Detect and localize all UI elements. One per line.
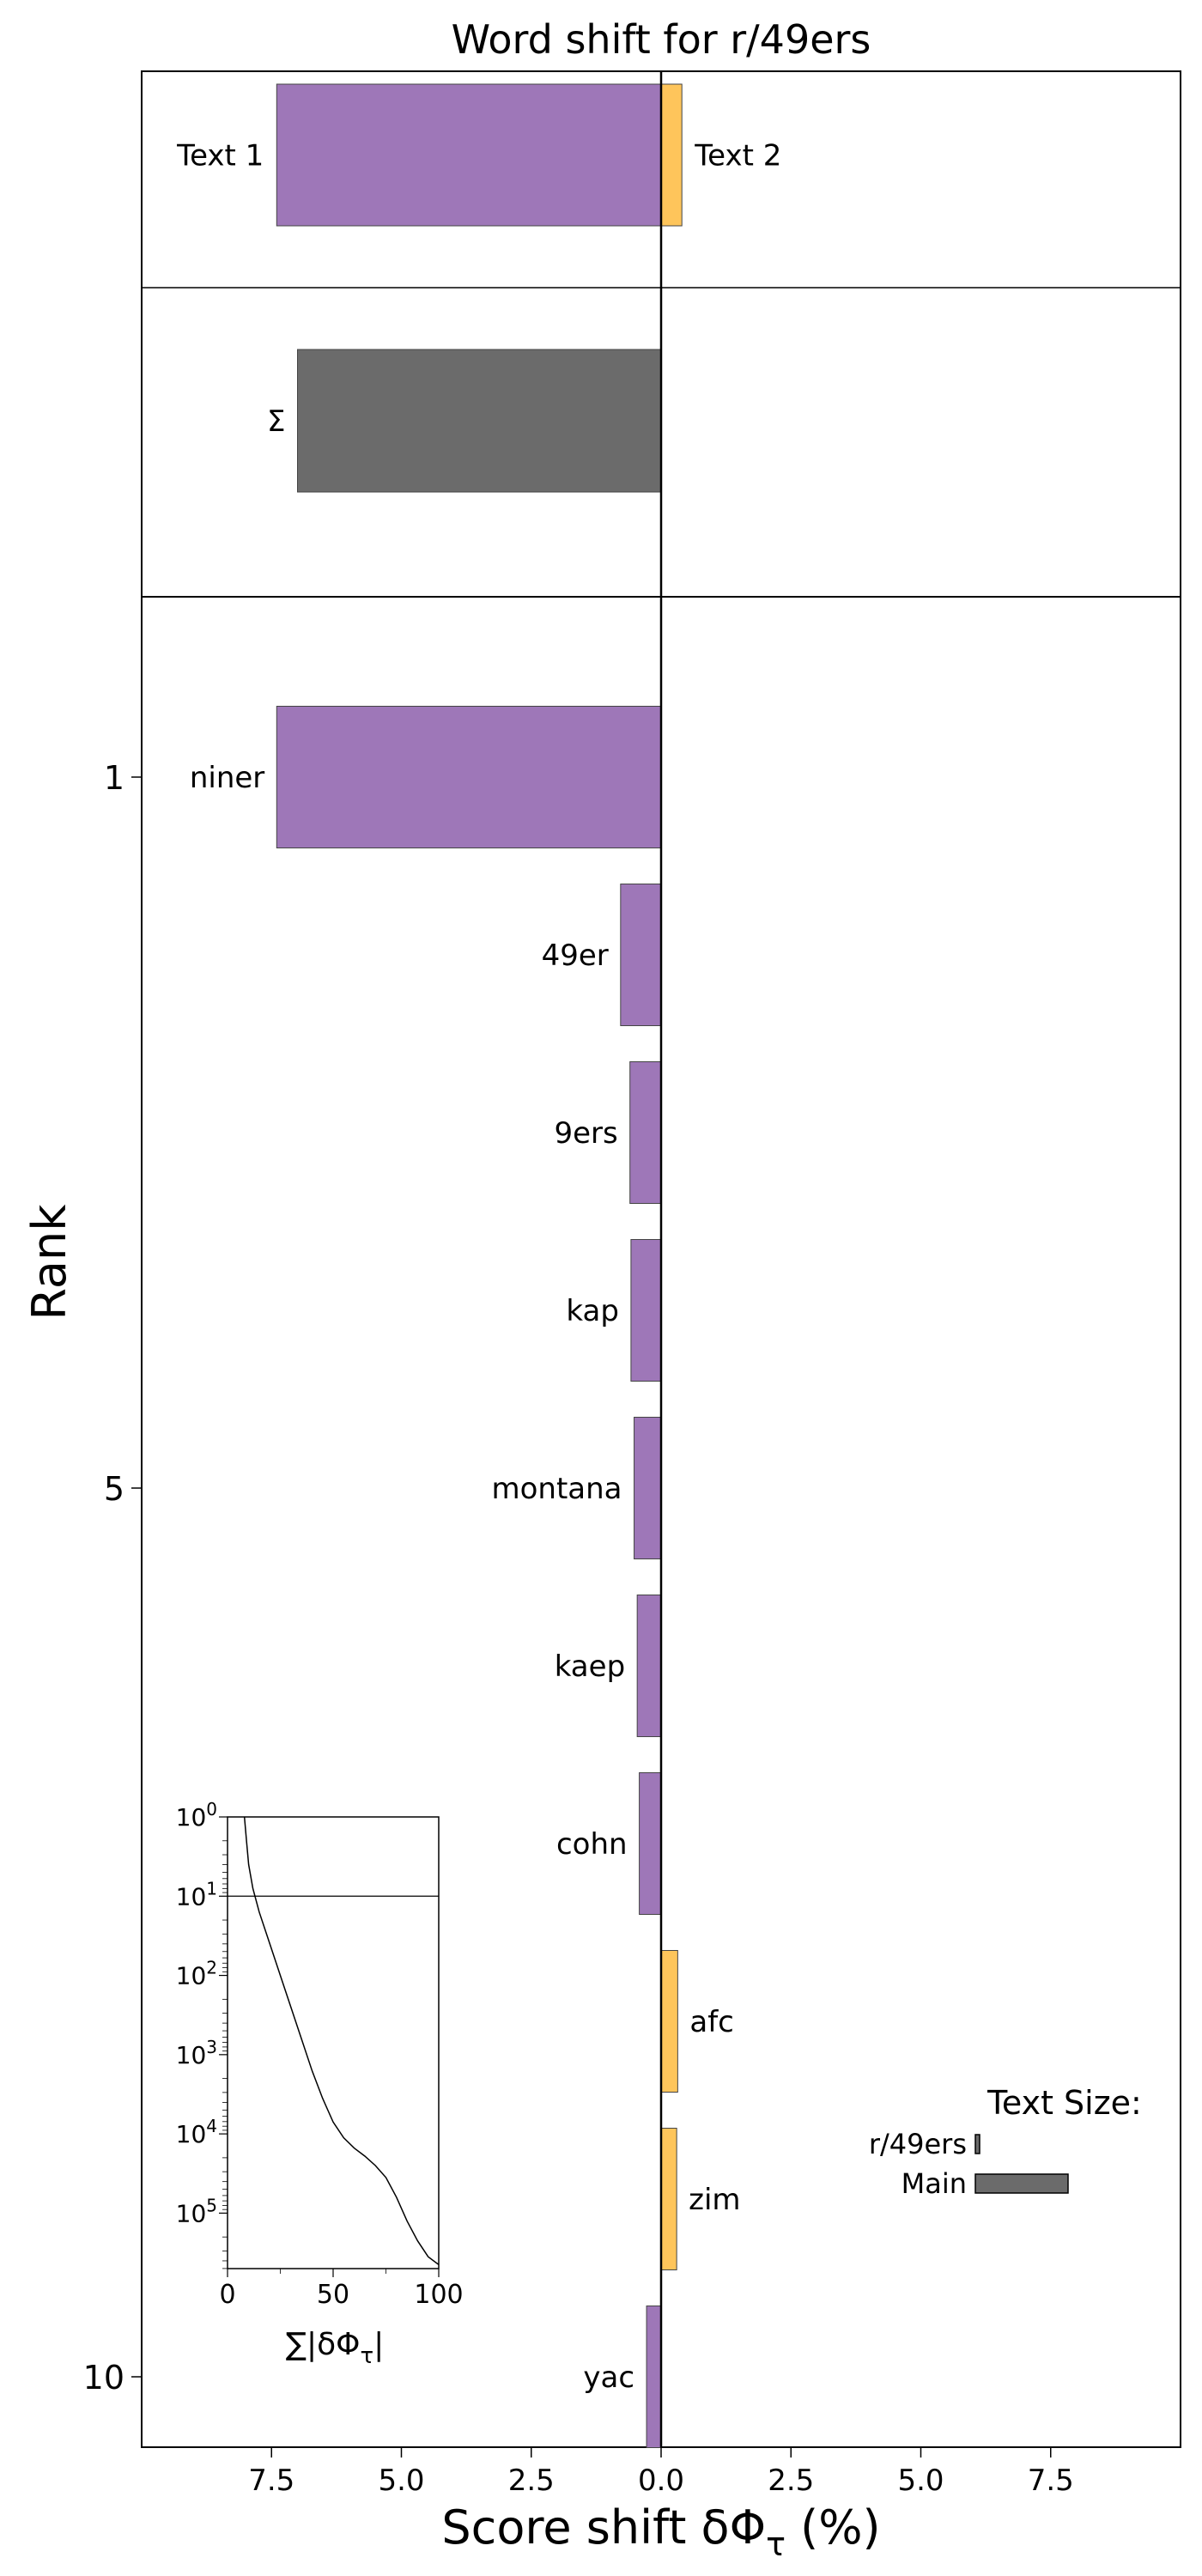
inset-y-tick-exponent: 1: [206, 1878, 217, 1899]
inset-y-tick-base: 10: [176, 1882, 207, 1911]
inset-y-tick-exponent: 2: [206, 1958, 217, 1978]
word-label: niner: [190, 761, 264, 795]
word-bar: [660, 2128, 677, 2270]
word-bar: [639, 1772, 662, 1915]
x-tick-label: 7.5: [1028, 2464, 1074, 2498]
x-axis: 7.5 5.0 2.5 0.0 2.5 5.0 7.5: [248, 2447, 1074, 2498]
inset-y-tick-label: 103: [176, 2037, 217, 2069]
x-axis-label: Score shift δΦτ (%): [441, 2500, 880, 2563]
text-size-legend-title: Text Size:: [986, 2084, 1142, 2122]
inset-y-tick-base: 10: [176, 2199, 207, 2227]
word-bar: [634, 1417, 662, 1559]
word-bar: [629, 1061, 662, 1204]
text-size-legend: Text Size: r/49ers Main: [869, 2084, 1142, 2200]
word-bar: [646, 2306, 662, 2448]
word-bar: [660, 1950, 678, 2093]
sum-bar: [297, 349, 662, 493]
word-label: afc: [689, 2005, 734, 2039]
word-bars: niner 49er 9ers kap montana kaep cohn afc zim yac: [190, 71, 741, 2448]
inset-y-tick-exponent: 5: [206, 2195, 217, 2215]
text2-label: Text 2: [694, 139, 781, 173]
y-axis-label: Rank: [22, 1204, 76, 1321]
text-size-bar: [974, 2134, 980, 2154]
inset-x-tick-label: 0: [219, 2280, 235, 2310]
y-tick-label: 10: [83, 2359, 124, 2397]
inset-x-tick-label: 100: [414, 2280, 463, 2310]
x-tick-label: 2.5: [768, 2464, 814, 2498]
x-tick-label: 0.0: [638, 2464, 684, 2498]
text1-label: Text 1: [176, 139, 264, 173]
x-tick-label: 5.0: [378, 2464, 424, 2498]
word-bar: [620, 884, 662, 1026]
inset-cumulative-curve: [243, 1816, 440, 2266]
word-label: yac: [583, 2360, 634, 2395]
inset-y-tick-base: 10: [176, 2120, 207, 2148]
word-label: zim: [689, 2183, 740, 2217]
inset-y-tick-label: 105: [176, 2195, 217, 2227]
word-bar: [276, 706, 662, 848]
inset-x-label: ∑|δΦτ|: [286, 2327, 385, 2369]
inset-frame: [227, 1816, 440, 2269]
chart-title: Word shift for r/49ers: [452, 16, 871, 63]
word-label: kaep: [555, 1649, 625, 1684]
text-size-label: Main: [902, 2167, 967, 2200]
inset-y-tick-exponent: 0: [206, 1799, 217, 1820]
sum-panel: Σ: [267, 349, 662, 493]
inset-y-tick-base: 10: [176, 1962, 207, 1990]
y-tick-label: 5: [104, 1470, 124, 1508]
inset-y-tick-exponent: 3: [206, 2037, 217, 2057]
word-label: cohn: [556, 1827, 628, 1862]
inset-x-tick-label: 50: [317, 2280, 349, 2310]
inset-y-tick-base: 10: [176, 2041, 207, 2069]
summary-panel: Text 1 Text 2: [176, 83, 781, 227]
word-label: 49er: [542, 939, 609, 973]
word-label: montana: [492, 1472, 622, 1506]
x-tick-label: 7.5: [248, 2464, 294, 2498]
word-bar: [636, 1595, 662, 1737]
sum-label: Σ: [267, 404, 285, 439]
inset-y-tick-label: 102: [176, 1958, 217, 1990]
x-tick-label: 5.0: [897, 2464, 944, 2498]
word-label: 9ers: [554, 1116, 617, 1151]
inset-y-tick-exponent: 4: [206, 2116, 217, 2136]
text2-total-bar: [660, 83, 683, 227]
text-size-label: r/49ers: [869, 2128, 967, 2160]
inset-y-tick-base: 10: [176, 1803, 207, 1832]
inset-y-tick-label: 101: [176, 1878, 217, 1911]
text1-total-bar: [276, 83, 662, 227]
inset-y-tick-label: 100: [176, 1799, 217, 1832]
y-tick-label: 1: [104, 759, 124, 797]
inset-y-tick-label: 104: [176, 2116, 217, 2148]
word-label: kap: [566, 1294, 619, 1328]
text-size-bar: [974, 2173, 1069, 2194]
x-tick-label: 2.5: [508, 2464, 555, 2498]
word-bar: [630, 1239, 662, 1382]
